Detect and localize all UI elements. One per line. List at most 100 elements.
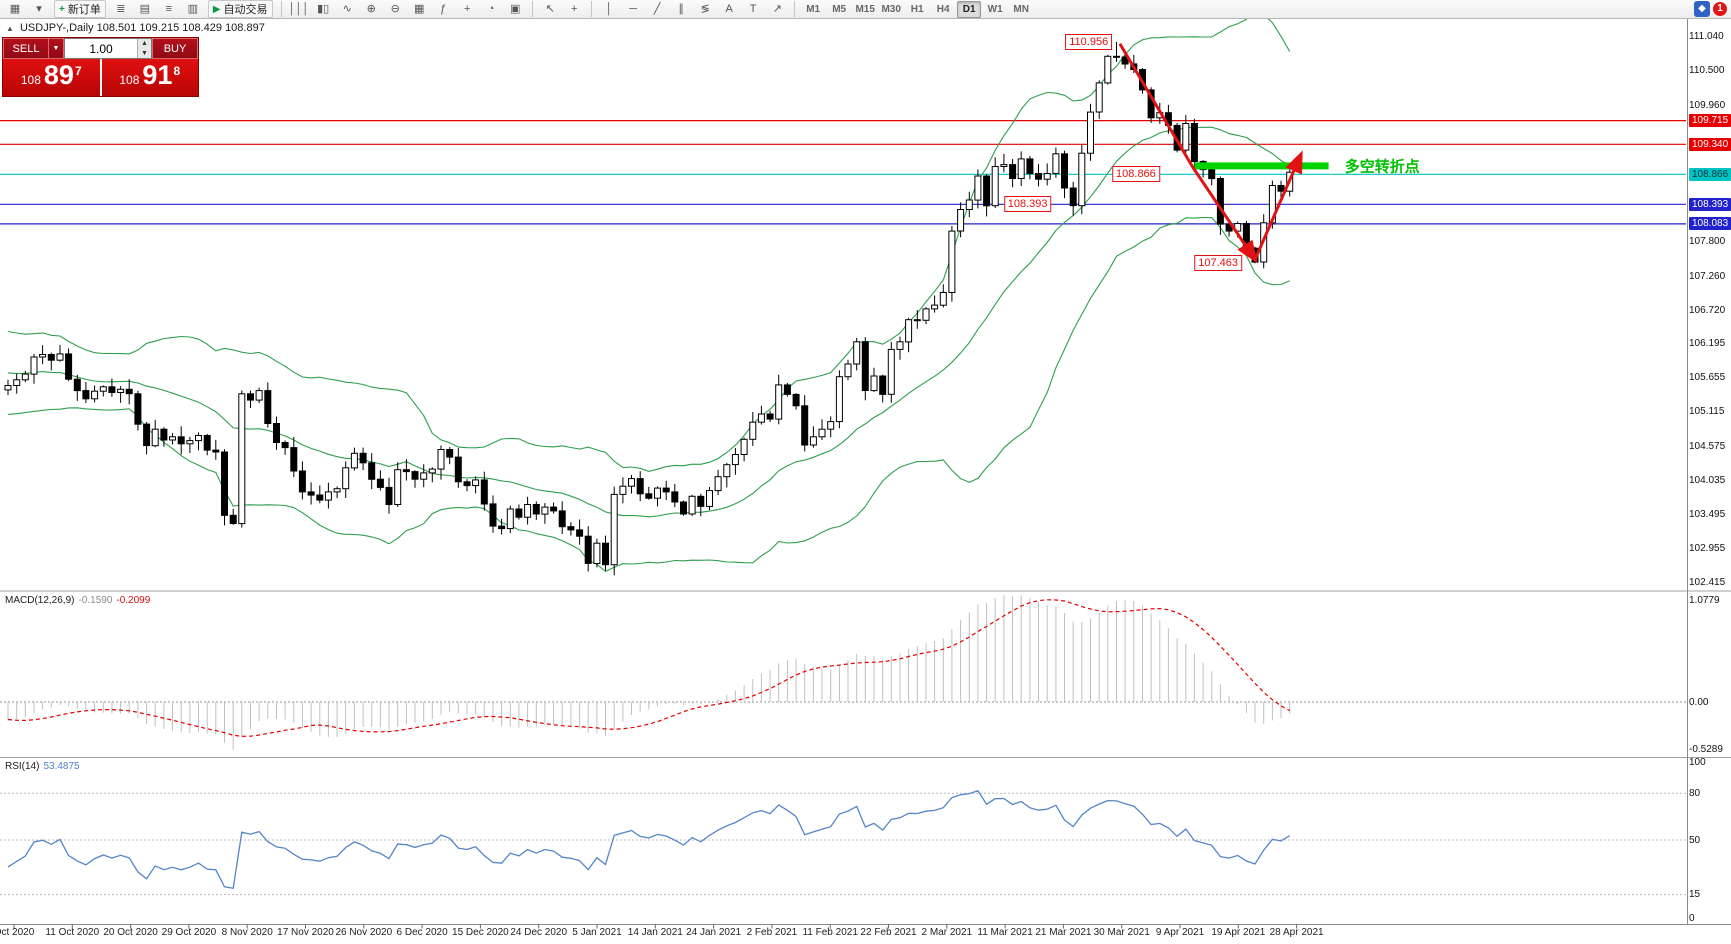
toolbar-separator xyxy=(532,1,534,17)
trend-lines[interactable] xyxy=(1118,42,1303,264)
timeframe-w1[interactable]: W1 xyxy=(987,3,1003,15)
cursor-icon[interactable]: ↖ xyxy=(545,3,555,15)
candle xyxy=(333,488,341,493)
candle xyxy=(671,491,679,503)
highlight-zone-bar[interactable] xyxy=(1194,162,1329,170)
buy-button[interactable]: BUY xyxy=(152,38,198,59)
axis-scale-label: 100 xyxy=(1689,756,1706,768)
candle xyxy=(749,421,757,440)
text-label-icon[interactable]: T xyxy=(749,3,757,15)
zoom-out-icon[interactable]: ⊖ xyxy=(390,3,400,15)
date-axis-label: 20 Oct 2020 xyxy=(103,927,158,938)
community-icon[interactable]: ◆ xyxy=(1694,1,1710,17)
turning-point-label[interactable]: 多空转折点 xyxy=(1344,158,1420,176)
new-order-button[interactable]: + 新订单 xyxy=(54,0,106,18)
candle xyxy=(420,472,428,480)
candle xyxy=(480,479,488,505)
candle xyxy=(342,467,350,490)
timeframe-m5[interactable]: M5 xyxy=(832,3,847,15)
horizontal-level-lines[interactable] xyxy=(0,119,1686,225)
panel-frame xyxy=(0,19,1731,929)
candle xyxy=(385,486,393,505)
timeframe-h1[interactable]: H1 xyxy=(910,3,924,15)
ask-price[interactable]: 108 91 8 xyxy=(101,59,198,96)
candle xyxy=(428,468,436,474)
date-axis-label: 30 Mar 2021 xyxy=(1093,927,1150,938)
candle xyxy=(974,175,982,201)
add-indicator-icon[interactable]: + xyxy=(463,3,471,15)
market-watch-icon[interactable]: ≣ xyxy=(116,3,126,15)
candle xyxy=(402,469,410,473)
date-axis-label: 8 Nov 2020 xyxy=(221,927,273,938)
order-options-dropdown[interactable]: ▼ xyxy=(49,38,64,59)
candle xyxy=(887,348,895,395)
candle xyxy=(472,479,480,487)
candle xyxy=(169,436,176,441)
price-annotation-flag[interactable]: 107.463 xyxy=(1194,255,1242,272)
volume-input[interactable] xyxy=(65,39,137,58)
volume-down-button[interactable]: ▼ xyxy=(141,49,148,57)
candle xyxy=(454,456,462,483)
trendline-icon[interactable]: ╱ xyxy=(653,3,661,15)
chart-dropdown-icon[interactable]: ▾ xyxy=(36,3,42,15)
tile-windows-icon[interactable]: ▦ xyxy=(413,3,425,15)
horizontal-line-icon[interactable]: ─ xyxy=(629,3,638,15)
text-icon[interactable]: A xyxy=(725,3,733,15)
periods-icon[interactable]: ◔ xyxy=(487,3,495,15)
axis-scale-label: 105.655 xyxy=(1689,372,1726,384)
axis-scale-label: 105.115 xyxy=(1689,406,1725,418)
line-chart-icon[interactable]: ∿ xyxy=(342,3,352,15)
date-axis-label: 21 Mar 2021 xyxy=(1035,927,1092,938)
fibonacci-icon[interactable]: ≶ xyxy=(700,3,710,15)
price-annotation-flag[interactable]: 108.393 xyxy=(1003,196,1052,213)
candle xyxy=(1277,185,1285,192)
bid-price[interactable]: 108 89 7 xyxy=(3,59,100,96)
timeframe-m30[interactable]: M30 xyxy=(881,3,901,15)
candle xyxy=(394,469,402,506)
timeframe-d1[interactable]: D1 xyxy=(957,0,982,18)
axis-scale-label: 50 xyxy=(1689,834,1701,846)
timeframe-m15[interactable]: M15 xyxy=(855,3,875,15)
bar-chart-icon[interactable]: │││ xyxy=(288,3,310,15)
indicators-icon[interactable]: ƒ xyxy=(440,3,447,15)
toolbar: ▦ ▾ + 新订单 ≣ ▤ ≡ ▥ ▶ 自动交易 │││ ▮▯ ∿ ⊕ ⊖ ▦ ƒ + ◔ ▣ ↖ + │ ─ ╱ ∥ ≶ A T ↗ M1… xyxy=(0,0,1731,19)
autotrade-button[interactable]: ▶ 自动交易 xyxy=(207,0,273,18)
new-chart-icon[interactable]: ▦ xyxy=(9,3,21,15)
candle xyxy=(498,525,506,530)
candle xyxy=(706,490,713,507)
timeframe-h4[interactable]: H4 xyxy=(936,3,950,15)
candle xyxy=(558,510,566,528)
axis-scale-label: 0 xyxy=(1689,912,1695,924)
sell-button[interactable]: SELL xyxy=(3,38,49,59)
vertical-line-icon[interactable]: │ xyxy=(605,3,613,15)
candle xyxy=(835,376,843,423)
equidistant-channel-icon[interactable]: ∥ xyxy=(678,3,684,15)
arrows-icon[interactable]: ↗ xyxy=(772,3,782,15)
candle xyxy=(1095,82,1103,113)
timeframe-m1[interactable]: M1 xyxy=(806,3,821,15)
candle xyxy=(991,166,999,207)
navigator-icon[interactable]: ≡ xyxy=(165,3,173,15)
candle xyxy=(143,423,151,447)
price-annotation-flag[interactable]: 108.866 xyxy=(1112,166,1160,183)
timeframe-mn[interactable]: MN xyxy=(1013,3,1029,15)
autotrade-button-label: 自动交易 xyxy=(223,4,268,16)
zoom-in-icon[interactable]: ⊕ xyxy=(366,3,376,15)
candle xyxy=(1078,152,1086,207)
candle xyxy=(740,438,748,455)
terminal-icon[interactable]: ▥ xyxy=(187,3,199,15)
candlestick-chart-icon[interactable]: ▮▯ xyxy=(317,3,330,15)
notification-badge[interactable]: 1 xyxy=(1713,2,1727,16)
date-axis-label: 11 Oct 2020 xyxy=(45,927,100,938)
crosshair-icon[interactable]: + xyxy=(570,3,578,15)
candle xyxy=(905,319,913,343)
date-axis-label: Oct 2020 xyxy=(0,927,35,938)
volume-up-button[interactable]: ▲ xyxy=(141,40,148,47)
price-line-badge: 108.083 xyxy=(1689,217,1731,231)
price-axis[interactable]: 111.040 110.500 109.960 107.800 107.260 106.7… xyxy=(1689,0,1731,944)
templates-icon[interactable]: ▣ xyxy=(509,3,521,15)
price-annotation-flag[interactable]: 110.956 xyxy=(1065,34,1113,50)
data-window-icon[interactable]: ▤ xyxy=(139,3,151,15)
